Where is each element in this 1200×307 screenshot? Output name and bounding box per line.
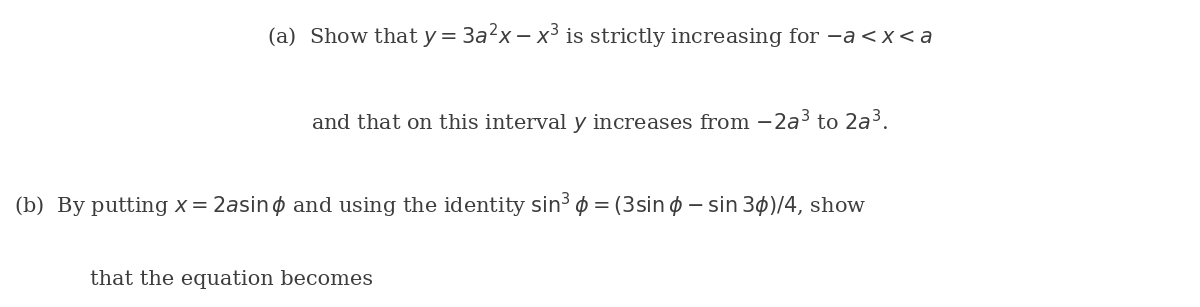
Text: (a)  Show that $y = 3a^2x - x^3$ is strictly increasing for $-a < x < a$: (a) Show that $y = 3a^2x - x^3$ is stric…	[268, 21, 932, 51]
Text: and that on this interval $y$ increases from $-2a^3$ to $2a^3$.: and that on this interval $y$ increases …	[312, 107, 888, 137]
Text: that the equation becomes: that the equation becomes	[90, 270, 373, 289]
Text: (b)  By putting $x = 2a\sin\phi$ and using the identity $\sin^3\phi = (3\sin\phi: (b) By putting $x = 2a\sin\phi$ and usin…	[14, 190, 866, 220]
